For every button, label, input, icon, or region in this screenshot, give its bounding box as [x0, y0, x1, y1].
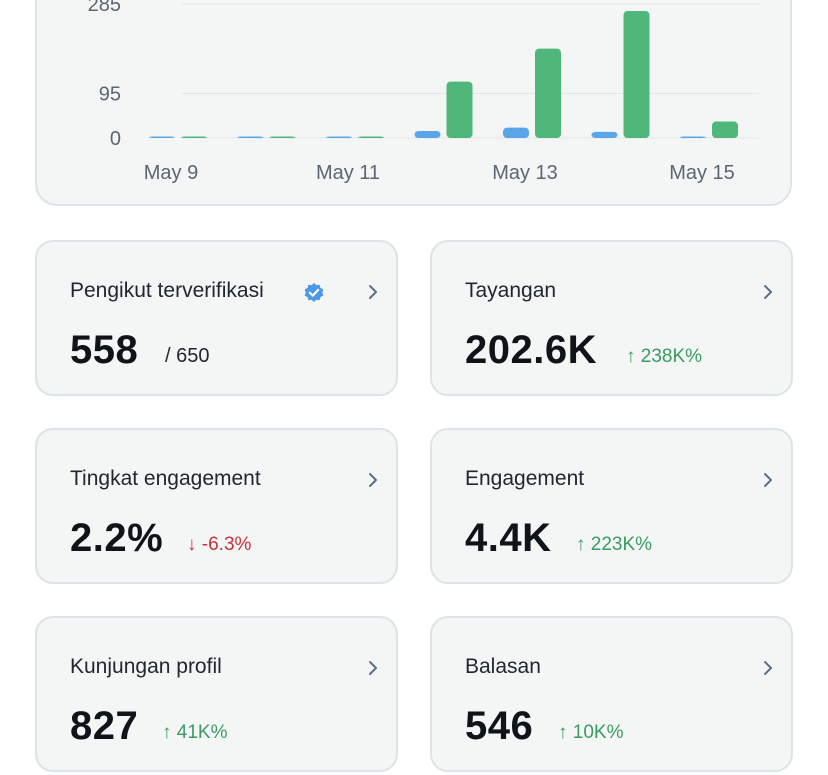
- bar: [623, 11, 650, 139]
- verified-badge-icon: [304, 283, 324, 302]
- card-label: Balasan: [465, 655, 541, 678]
- card-label: Kunjungan profil: [70, 655, 222, 678]
- card-value: 202.6K: [465, 328, 597, 372]
- chevron-right-icon: [369, 285, 377, 299]
- card-value: 2.2%: [70, 516, 164, 560]
- card-label: Tingkat engagement: [70, 467, 261, 490]
- card-engagement[interactable]: Engagement 4.4K ↑ 223K%: [430, 428, 793, 584]
- bar: [712, 121, 738, 138]
- arrow-up-icon: ↑: [576, 534, 586, 555]
- card-profile-visits[interactable]: Kunjungan profil 827 ↑ 41K%: [35, 616, 398, 772]
- bar: [269, 136, 296, 138]
- chevron-right-icon: [764, 661, 772, 675]
- x-tick-label: May 9: [144, 162, 198, 184]
- y-tick-label: 95: [99, 83, 121, 105]
- card-value: 546: [465, 704, 534, 748]
- card-value: 4.4K: [465, 516, 552, 560]
- card-label: Tayangan: [465, 279, 557, 302]
- bar: [414, 130, 441, 138]
- chevron-right-icon: [369, 661, 377, 675]
- card-delta: ↓ -6.3%: [187, 534, 252, 555]
- y-tick-label: 0: [110, 128, 121, 150]
- card-replies[interactable]: Balasan 546 ↑ 10K%: [430, 616, 793, 772]
- bar-chart: 285 95 0 May 9 May 11 May 13 May 15: [88, 0, 759, 184]
- views-chart-card: 285 95 0 May 9 May 11 May 13 May 15: [35, 0, 792, 206]
- chevron-right-icon: [369, 473, 377, 487]
- bar: [326, 136, 352, 138]
- x-tick-label: May 13: [492, 162, 558, 184]
- bar: [149, 136, 175, 138]
- card-delta: ↑ 238K%: [626, 346, 703, 367]
- chevron-right-icon: [764, 285, 772, 299]
- x-tick-label: May 11: [316, 162, 380, 184]
- card-delta: ↑ 41K%: [162, 722, 228, 743]
- arrow-down-icon: ↓: [187, 534, 197, 555]
- bar: [237, 136, 264, 138]
- card-label: Pengikut terverifikasi: [70, 279, 264, 302]
- card-label: Engagement: [465, 467, 585, 490]
- arrow-up-icon: ↑: [162, 722, 172, 743]
- card-delta: ↑ 10K%: [558, 722, 624, 743]
- card-value: 558: [70, 328, 139, 372]
- y-tick-label: 285: [88, 0, 121, 16]
- bar: [181, 136, 207, 138]
- arrow-up-icon: ↑: [626, 346, 636, 367]
- card-total: / 650: [165, 345, 210, 367]
- bar: [503, 127, 529, 138]
- card-engagement-rate[interactable]: Tingkat engagement 2.2% ↓ -6.3%: [35, 428, 398, 584]
- chevron-right-icon: [764, 473, 772, 487]
- x-tick-label: May 15: [669, 162, 735, 184]
- arrow-up-icon: ↑: [558, 722, 568, 743]
- bar: [680, 136, 706, 138]
- card-views[interactable]: Tayangan 202.6K ↑ 238K%: [430, 240, 793, 396]
- card-delta: ↑ 223K%: [576, 534, 653, 555]
- bar: [358, 136, 384, 138]
- bar: [591, 131, 618, 138]
- bar: [535, 48, 561, 138]
- card-value: 827: [70, 704, 139, 748]
- card-verified-followers[interactable]: Pengikut terverifikasi 558 / 650: [35, 240, 398, 396]
- bar: [446, 81, 473, 138]
